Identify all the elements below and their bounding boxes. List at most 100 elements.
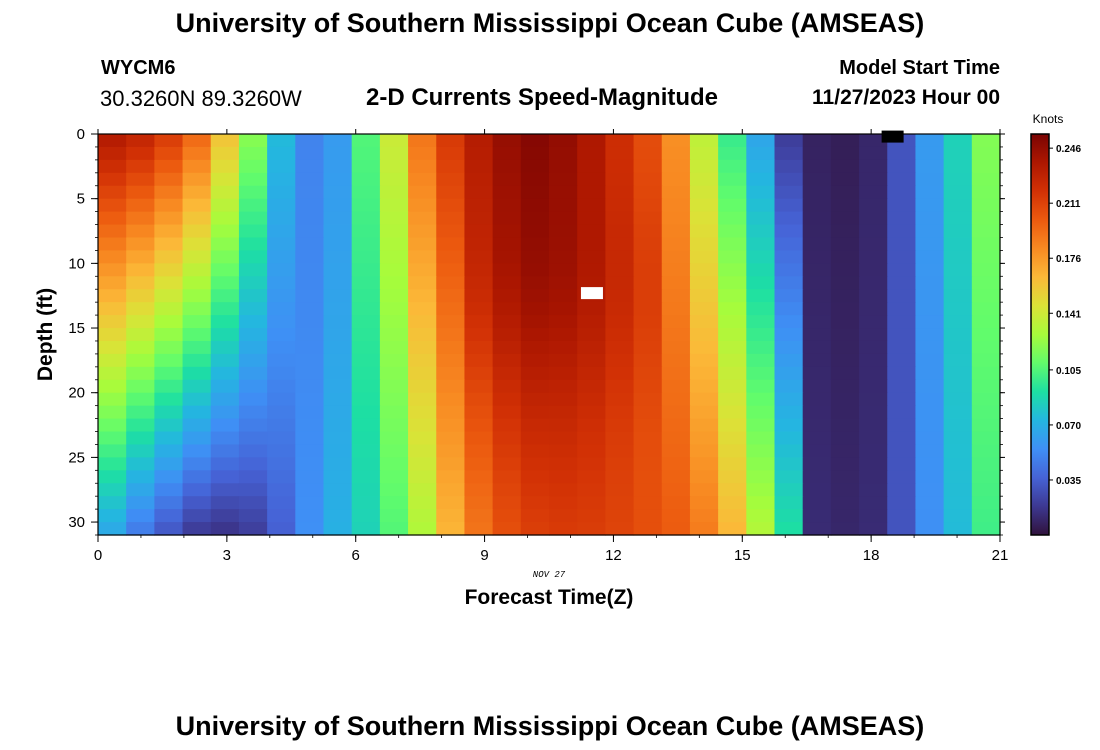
heatmap-cell xyxy=(718,172,747,187)
heatmap-cell xyxy=(295,418,325,433)
heatmap-cell xyxy=(915,366,945,381)
heatmap-cell xyxy=(774,444,804,458)
heatmap-cell xyxy=(887,353,917,368)
heatmap-cell xyxy=(633,444,663,458)
colorbar-tick-label: 0.035 xyxy=(1056,476,1081,487)
heatmap-cell xyxy=(379,250,409,264)
heatmap-cell xyxy=(689,418,719,433)
heatmap-cell xyxy=(520,328,550,342)
heatmap-cell xyxy=(267,366,296,381)
heatmap-cell xyxy=(154,509,184,523)
heatmap-cell xyxy=(915,470,945,484)
heatmap-cell xyxy=(379,172,409,187)
heatmap-cell xyxy=(520,405,550,420)
heatmap-cell xyxy=(859,146,888,161)
heatmap-cell xyxy=(661,198,691,213)
heatmap-cell xyxy=(126,379,155,394)
heatmap-cell xyxy=(295,509,325,523)
heatmap-cell xyxy=(408,496,437,510)
heatmap-cell xyxy=(605,159,635,174)
heatmap-cell xyxy=(210,134,240,148)
heatmap-cell xyxy=(182,353,212,368)
heatmap-cell xyxy=(351,340,381,355)
heatmap-cell xyxy=(182,496,212,510)
heatmap-cell xyxy=(464,198,494,213)
heatmap-cell xyxy=(408,431,437,446)
heatmap-cell xyxy=(830,302,860,316)
heatmap-cell xyxy=(351,237,381,252)
heatmap-cell xyxy=(605,134,635,148)
heatmap-cell xyxy=(915,431,945,446)
heatmap-cell xyxy=(830,172,860,187)
heatmap-cell xyxy=(436,276,466,290)
heatmap-cell xyxy=(126,263,155,277)
heatmap-cell xyxy=(238,431,268,446)
heatmap-cell xyxy=(379,159,409,174)
heatmap-cell xyxy=(492,185,522,200)
heatmap-cell xyxy=(577,522,606,536)
heatmap-cell xyxy=(520,340,550,355)
heatmap-cell xyxy=(464,134,494,148)
heatmap-cell xyxy=(915,392,945,407)
heatmap-cell xyxy=(577,315,606,329)
plot-frame xyxy=(97,133,1001,536)
heatmap-cell xyxy=(633,366,663,381)
heatmap-cell xyxy=(802,237,832,252)
heatmap-cell xyxy=(549,379,578,394)
heatmap-cell xyxy=(549,457,578,471)
heatmap-cell xyxy=(210,250,240,264)
heatmap-cell xyxy=(689,457,719,471)
heatmap-cell xyxy=(971,172,1001,187)
heatmap-cell xyxy=(774,211,804,226)
heatmap-cell xyxy=(520,483,550,497)
heatmap-cell xyxy=(520,302,550,316)
heatmap-cell xyxy=(238,470,268,484)
heatmap-cell xyxy=(859,302,888,316)
heatmap-cell xyxy=(943,509,973,523)
heatmap-cell xyxy=(774,379,804,394)
heatmap-cell xyxy=(238,224,268,239)
heatmap-cell xyxy=(943,496,973,510)
heatmap-cell xyxy=(379,418,409,433)
heatmap-cell xyxy=(549,509,578,523)
heatmap-cell xyxy=(210,457,240,471)
heatmap-cell xyxy=(774,405,804,420)
heatmap-cell xyxy=(605,289,635,303)
heatmap-cell xyxy=(577,237,606,252)
heatmap-cell xyxy=(210,198,240,213)
heatmap-cell xyxy=(971,315,1001,329)
heatmap-cell xyxy=(408,353,437,368)
heatmap-cell xyxy=(859,237,888,252)
heatmap-cell xyxy=(605,198,635,213)
heatmap-cell xyxy=(182,250,212,264)
heatmap-cell xyxy=(154,353,184,368)
heatmap-cell xyxy=(746,263,776,277)
heatmap-cell xyxy=(238,134,268,148)
heatmap-cell xyxy=(98,237,127,252)
heatmap-cell xyxy=(718,431,747,446)
heatmap-cell xyxy=(943,146,973,161)
heatmap-cell xyxy=(436,211,466,226)
heatmap-cell xyxy=(689,483,719,497)
heatmap-cell xyxy=(689,198,719,213)
heatmap-cell xyxy=(943,198,973,213)
heatmap-cell xyxy=(154,457,184,471)
heatmap-cell xyxy=(210,405,240,420)
heatmap-cell xyxy=(98,302,127,316)
heatmap-cell xyxy=(379,146,409,161)
heatmap-cell xyxy=(295,263,325,277)
heatmap-cell xyxy=(379,340,409,355)
heatmap-cell xyxy=(774,496,804,510)
heatmap-cell xyxy=(520,146,550,161)
heatmap-cell xyxy=(154,198,184,213)
heatmap-cell xyxy=(774,263,804,277)
heatmap-cell xyxy=(154,405,184,420)
heatmap-cell xyxy=(661,509,691,523)
colorbar-tick-label: 0.246 xyxy=(1056,144,1081,155)
heatmap-cell xyxy=(295,444,325,458)
heatmap-cell xyxy=(238,289,268,303)
heatmap-cell xyxy=(943,185,973,200)
heatmap-cell xyxy=(577,185,606,200)
heatmap-cell xyxy=(520,392,550,407)
heatmap-cell xyxy=(802,509,832,523)
